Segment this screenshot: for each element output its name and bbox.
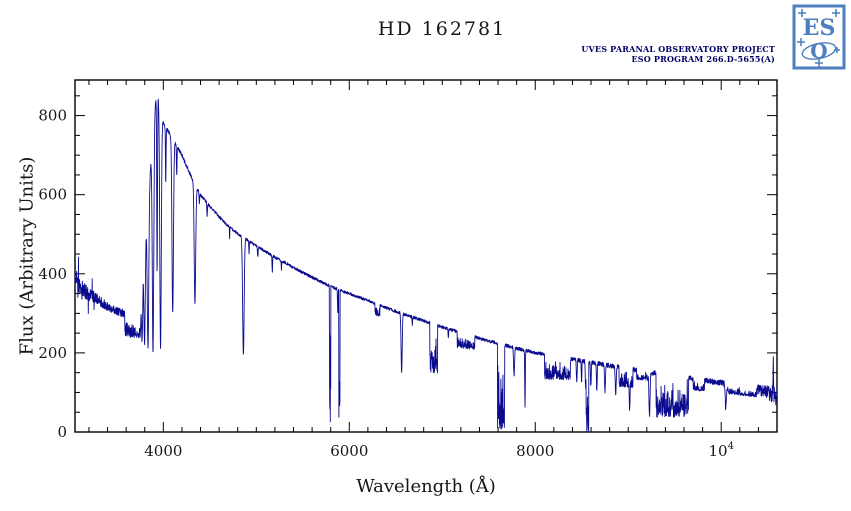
y-tick-label: 600	[38, 186, 67, 204]
credit-line-2: ESO PROGRAM 266.D-5655(A)	[631, 54, 775, 64]
x-tick-label: 6000	[330, 442, 368, 460]
credit-line-1: UVES PARANAL OBSERVATORY PROJECT	[581, 44, 775, 54]
logo-orbit-icon	[801, 42, 837, 60]
eso-logo: ES O	[792, 4, 846, 70]
x-tick-label: 8000	[516, 442, 554, 460]
x-tick-label: 104	[708, 441, 733, 460]
x-tick-label: 4000	[144, 442, 182, 460]
chart-title: HD 162781	[377, 18, 507, 40]
y-tick-label: 200	[38, 344, 67, 362]
eso-logo-icon: ES O	[792, 4, 846, 70]
logo-text-es: ES	[803, 15, 836, 41]
y-tick-label: 800	[38, 107, 67, 125]
x-axis-label: Wavelength (Å)	[356, 476, 496, 497]
logo-text-o: O	[810, 39, 827, 63]
y-tick-label: 400	[38, 265, 67, 283]
plot-frame	[74, 79, 778, 433]
logo-star-icon	[797, 9, 840, 67]
y-tick-label: 0	[57, 423, 67, 441]
spectrum-line	[74, 98, 778, 432]
credits: UVES PARANAL OBSERVATORY PROJECT ESO PRO…	[581, 44, 775, 64]
y-axis-label: Flux (Arbitrary Units)	[16, 156, 38, 356]
